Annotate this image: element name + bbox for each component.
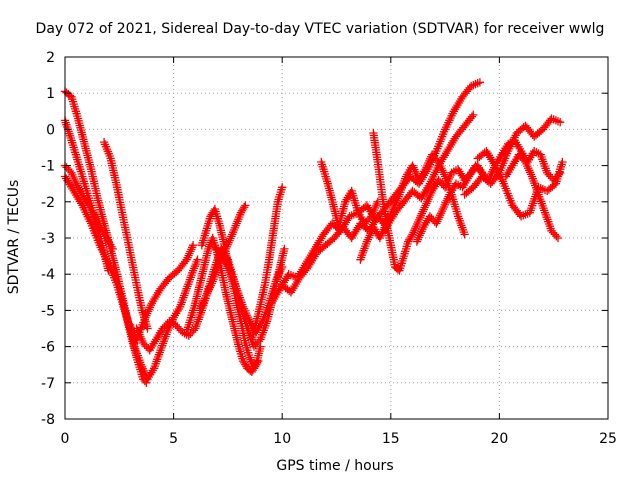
satellite-track-4 [60,161,117,254]
y-tick-label: -2 [41,195,55,211]
gridlines [65,57,608,419]
satellite-track-3 [60,172,139,348]
y-tick-label: -8 [41,412,55,428]
axis-ticks: 0 5 10 15 20 25 -8 -7 -6 -5 -4 -3 -2 -1 0 1 2 [41,50,617,447]
x-tick-label: 20 [490,431,508,447]
x-tick-label: 15 [382,431,400,447]
x-tick-label: 10 [273,431,291,447]
x-tick-label: 0 [61,431,70,447]
satellite-track-13 [247,183,287,344]
x-tick-label: 25 [599,431,617,447]
data-series [60,78,567,387]
satellite-track-22 [501,150,563,243]
y-tick-label: -4 [41,267,55,283]
x-tick-label: 5 [169,431,178,447]
y-tick-label: -7 [41,376,55,392]
y-tick-label: 2 [46,50,55,66]
satellite-track-8 [132,241,198,344]
plus-markers [60,172,139,348]
plus-markers [247,183,287,344]
y-tick-label: 1 [46,86,55,102]
plus-markers [132,241,198,344]
satellite-track-16 [317,157,382,232]
plus-markers [317,157,382,232]
satellite-track-5 [99,137,152,333]
y-tick-label: 0 [46,122,55,138]
plus-markers [60,161,117,254]
plus-markers [369,128,489,275]
plus-markers [501,150,563,243]
plus-markers [99,137,152,333]
y-tick-label: -5 [41,303,55,319]
y-tick-label: -3 [41,231,55,247]
satellite-track-17 [369,128,489,275]
satellite-track-18 [356,150,469,264]
plus-markers [126,255,202,384]
plus-markers [195,201,250,315]
plus-markers [356,150,469,264]
satellite-track-11 [195,201,250,315]
x-axis-label: GPS time / hours [276,458,393,474]
y-tick-label: -1 [41,159,55,175]
satellite-track-6 [126,255,202,384]
y-tick-label: -6 [41,340,55,356]
chart-title: Day 072 of 2021, Sidereal Day-to-day VTE… [36,21,605,37]
y-axis-label: SDTVAR / TECUs [6,180,22,295]
